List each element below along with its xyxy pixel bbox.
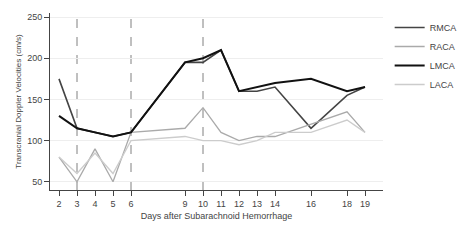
svg-text:3: 3 <box>74 199 79 209</box>
svg-text:9: 9 <box>182 199 187 209</box>
svg-text:2: 2 <box>56 199 61 209</box>
svg-text:11: 11 <box>216 199 225 209</box>
svg-text:LMCA: LMCA <box>430 61 455 71</box>
svg-text:5: 5 <box>110 199 115 209</box>
svg-text:13: 13 <box>252 199 262 209</box>
svg-text:12: 12 <box>234 199 244 209</box>
svg-text:18: 18 <box>342 199 352 209</box>
svg-text:100: 100 <box>27 136 42 146</box>
svg-text:19: 19 <box>360 199 370 209</box>
svg-text:Days after Subarachnoid Hemorr: Days after Subarachnoid Hemorrhage <box>141 211 293 221</box>
svg-text:14: 14 <box>270 199 280 209</box>
svg-text:10: 10 <box>198 199 208 209</box>
svg-text:RMCA: RMCA <box>430 23 457 33</box>
svg-text:LACA: LACA <box>430 80 454 90</box>
svg-text:250: 250 <box>27 12 42 22</box>
svg-text:4: 4 <box>92 199 97 209</box>
svg-text:200: 200 <box>27 53 42 63</box>
svg-text:RACA: RACA <box>430 42 455 52</box>
svg-text:150: 150 <box>27 95 42 105</box>
svg-text:6: 6 <box>128 199 133 209</box>
svg-text:16: 16 <box>306 199 316 209</box>
svg-text:Transcranial Doppler Velocitie: Transcranial Doppler Velocities (cm/s) <box>14 34 23 169</box>
svg-text:50: 50 <box>32 177 42 187</box>
